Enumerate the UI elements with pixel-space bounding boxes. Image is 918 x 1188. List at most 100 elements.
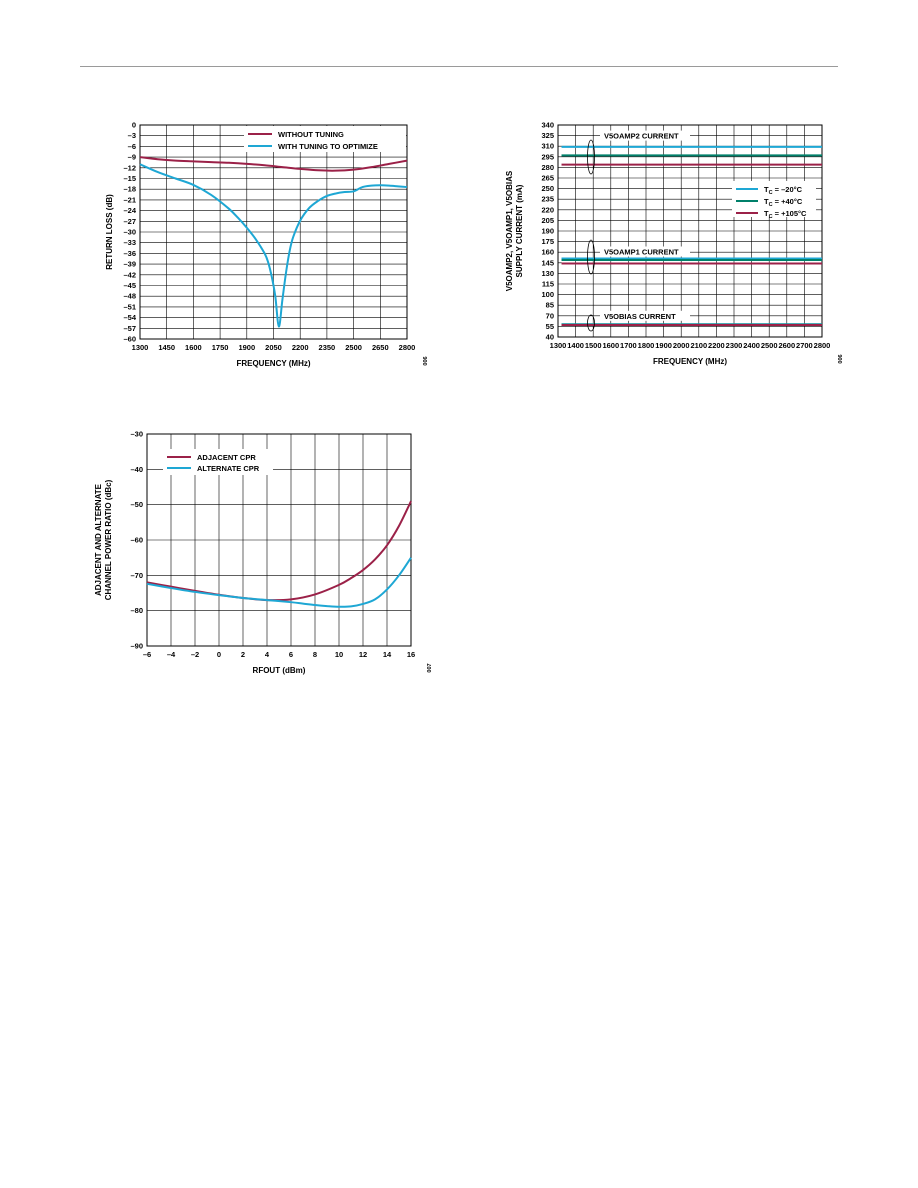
y-tick-label: 325 xyxy=(541,131,554,140)
return-loss-plot-frame xyxy=(139,124,408,340)
x-tick-label: 2800 xyxy=(399,343,416,352)
series-line-without-tuning xyxy=(139,156,408,172)
y-axis-label: CHANNEL POWER RATIO (dBc) xyxy=(104,479,113,600)
y-tick-label: –42 xyxy=(123,270,136,279)
x-tick-label: 2500 xyxy=(345,343,362,352)
x-tick-label: 1750 xyxy=(212,343,229,352)
x-tick-label: 4 xyxy=(265,650,270,659)
annotation-bg xyxy=(600,310,690,321)
supply-current-gridlines xyxy=(557,124,823,338)
y-tick-label: 310 xyxy=(541,142,554,151)
x-axis-label: FREQUENCY (MHz) xyxy=(236,359,310,368)
group-annotation: V5OBIAS CURRENT xyxy=(604,312,676,321)
x-tick-label: 2100 xyxy=(690,341,707,350)
y-tick-label: 295 xyxy=(541,152,554,161)
return-loss-gridlines xyxy=(139,124,408,340)
group-annotation: V5OAMP2 CURRENT xyxy=(604,132,679,141)
y-tick-label: 340 xyxy=(541,121,554,130)
y-tick-label: 250 xyxy=(541,184,554,193)
legend-box xyxy=(732,181,816,217)
figure-number: 006 xyxy=(838,354,844,363)
x-tick-label: 2800 xyxy=(814,341,831,350)
x-tick-label: 2000 xyxy=(673,341,690,350)
y-tick-label: –54 xyxy=(123,313,136,322)
annotation-bg xyxy=(600,130,690,141)
x-tick-label: 2200 xyxy=(292,343,309,352)
x-tick-label: 10 xyxy=(335,650,343,659)
x-tick-label: 1400 xyxy=(567,341,584,350)
x-tick-label: 2300 xyxy=(726,341,743,350)
x-tick-label: 1450 xyxy=(158,343,175,352)
y-tick-label: 100 xyxy=(541,290,554,299)
y-tick-label: 160 xyxy=(541,248,554,257)
y-axis-label: V5OAMP2, V5OAMP1, V5OBIAS xyxy=(505,170,514,291)
y-tick-label: –30 xyxy=(123,228,136,237)
y-tick-label: –3 xyxy=(128,131,136,140)
x-tick-label: 1800 xyxy=(638,341,655,350)
y-tick-label: –90 xyxy=(130,642,143,651)
x-tick-label: 1300 xyxy=(550,341,567,350)
y-tick-label: 175 xyxy=(541,237,554,246)
y-tick-label: –60 xyxy=(123,335,136,344)
supply-current-plot-frame xyxy=(557,124,823,338)
x-tick-label: 1900 xyxy=(238,343,255,352)
annotation-bg xyxy=(600,246,690,257)
series-line-with-tuning-to-optimize xyxy=(139,163,408,328)
x-tick-label: 2700 xyxy=(796,341,813,350)
x-tick-label: 14 xyxy=(383,650,392,659)
x-tick-label: 0 xyxy=(217,650,221,659)
group-bracket-ellipse xyxy=(587,314,595,332)
y-tick-label: 280 xyxy=(541,163,554,172)
series-line-adjacent-cpr xyxy=(146,500,412,602)
y-tick-label: –40 xyxy=(130,465,143,474)
y-tick-label: –36 xyxy=(123,249,136,258)
x-tick-label: 2050 xyxy=(265,343,282,352)
x-tick-label: 2500 xyxy=(761,341,778,350)
figure-number: 007 xyxy=(427,663,433,672)
y-tick-label: –21 xyxy=(123,195,136,204)
y-tick-label: –50 xyxy=(130,500,143,509)
group-bracket-ellipse xyxy=(587,139,595,175)
legend-box xyxy=(163,449,273,475)
x-tick-label: 1600 xyxy=(602,341,619,350)
y-tick-label: –30 xyxy=(130,430,143,439)
y-tick-label: 145 xyxy=(541,258,554,267)
x-tick-label: 1600 xyxy=(185,343,202,352)
y-tick-label: 85 xyxy=(546,301,554,310)
legend-label: WITHOUT TUNING xyxy=(278,130,344,139)
cpr-chart: –6 –4 –2 0 2 4 6 8 10 12 14 16 –30 –40 –50 –60 –70 –80 –90… xyxy=(94,430,433,676)
series-line-alternate-cpr xyxy=(146,557,412,608)
y-tick-label: 190 xyxy=(541,227,554,236)
y-tick-label: 70 xyxy=(546,311,554,320)
legend-label: TC = –20°C xyxy=(764,185,803,196)
x-tick-label: 2650 xyxy=(372,343,389,352)
y-tick-label: –45 xyxy=(123,281,136,290)
y-tick-label: –18 xyxy=(123,185,136,194)
y-tick-label: 55 xyxy=(546,322,554,331)
x-tick-label: 6 xyxy=(289,650,293,659)
y-tick-label: –15 xyxy=(123,174,136,183)
y-tick-label: 40 xyxy=(546,333,554,342)
x-tick-label: 1900 xyxy=(655,341,672,350)
y-tick-label: 220 xyxy=(541,205,554,214)
x-tick-label: 1500 xyxy=(585,341,602,350)
legend-label: ALTERNATE CPR xyxy=(197,464,260,473)
x-tick-label: –4 xyxy=(167,650,176,659)
y-tick-label: –60 xyxy=(130,536,143,545)
x-tick-label: 1700 xyxy=(620,341,637,350)
group-bracket-ellipse xyxy=(587,239,595,275)
y-axis-label: RETURN LOSS (dB) xyxy=(105,194,114,270)
y-tick-label: –9 xyxy=(128,153,136,162)
figure-number: 006 xyxy=(423,356,429,365)
x-axis-label: RFOUT (dBm) xyxy=(253,666,306,675)
header-rule xyxy=(80,66,838,67)
y-tick-label: –27 xyxy=(123,217,136,226)
x-tick-label: –2 xyxy=(191,650,199,659)
x-tick-label: 12 xyxy=(359,650,367,659)
y-tick-label: –6 xyxy=(128,142,136,151)
y-tick-label: –24 xyxy=(123,206,136,215)
group-annotation: V5OAMP1 CURRENT xyxy=(604,247,679,256)
y-axis-label: SUPPLY CURRENT (mA) xyxy=(515,184,524,277)
x-tick-label: 2200 xyxy=(708,341,725,350)
return-loss-chart: 1300 1450 1600 1750 1900 2050 2200 2350 2500 2650… xyxy=(105,121,429,369)
